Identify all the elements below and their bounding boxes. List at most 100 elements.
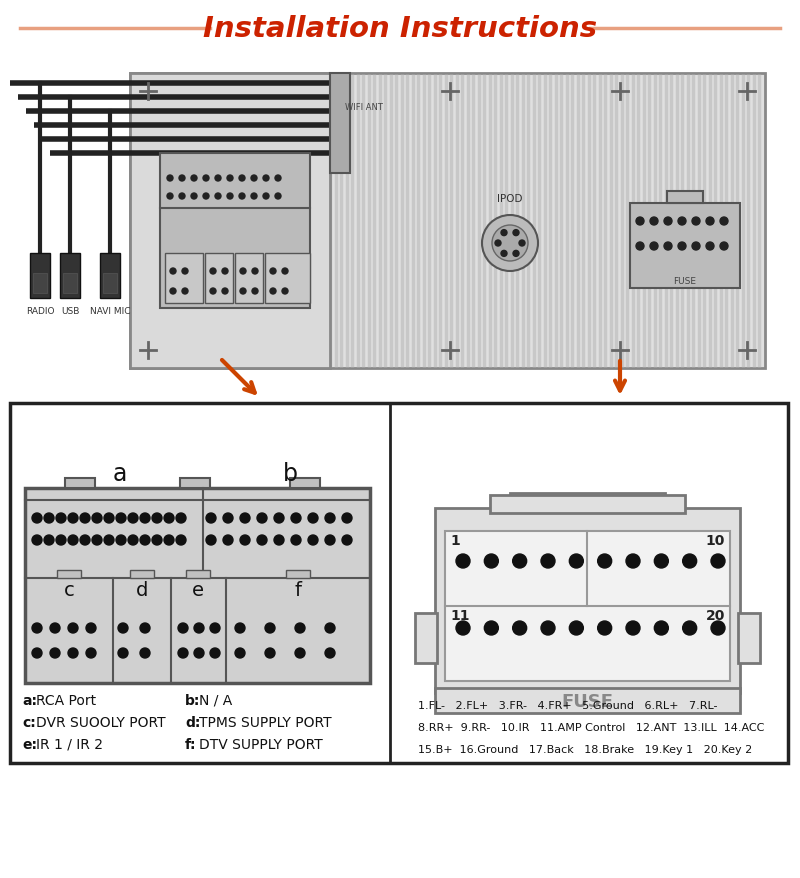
Circle shape	[203, 194, 209, 200]
Circle shape	[282, 289, 288, 295]
Bar	[65, 479, 95, 488]
Circle shape	[239, 194, 245, 200]
Circle shape	[176, 536, 186, 545]
Circle shape	[210, 623, 220, 633]
Circle shape	[492, 226, 528, 262]
Circle shape	[164, 536, 174, 545]
Circle shape	[263, 194, 269, 200]
Circle shape	[68, 536, 78, 545]
Text: 10: 10	[706, 534, 725, 547]
Bar	[330, 74, 350, 174]
Bar	[667, 191, 703, 204]
Circle shape	[325, 648, 335, 658]
Circle shape	[210, 289, 216, 295]
Bar	[57, 571, 81, 579]
Circle shape	[44, 536, 54, 545]
Text: 8.RR+  9.RR-   10.IR   11.AMP Control   12.ANT  13.ILL  14.ACC: 8.RR+ 9.RR- 10.IR 11.AMP Control 12.ANT …	[418, 723, 764, 732]
Circle shape	[295, 648, 305, 658]
Circle shape	[80, 514, 90, 523]
Circle shape	[456, 622, 470, 636]
Text: NAVI MIC: NAVI MIC	[90, 306, 130, 315]
Circle shape	[56, 536, 66, 545]
Circle shape	[706, 242, 714, 251]
Circle shape	[50, 623, 60, 633]
Circle shape	[270, 289, 276, 295]
Circle shape	[513, 622, 526, 636]
Circle shape	[240, 514, 250, 523]
Circle shape	[206, 536, 216, 545]
Circle shape	[598, 554, 612, 568]
Bar	[180, 479, 210, 488]
Circle shape	[251, 194, 257, 200]
Circle shape	[194, 623, 204, 633]
Circle shape	[223, 536, 233, 545]
Circle shape	[252, 289, 258, 295]
Text: 15.B+  16.Ground   17.Back   18.Brake   19.Key 1   20.Key 2: 15.B+ 16.Ground 17.Back 18.Brake 19.Key …	[418, 745, 752, 754]
Circle shape	[152, 514, 162, 523]
Circle shape	[720, 218, 728, 226]
Circle shape	[240, 269, 246, 275]
Text: f: f	[294, 581, 302, 600]
Circle shape	[116, 514, 126, 523]
Circle shape	[178, 623, 188, 633]
Circle shape	[191, 194, 197, 200]
Circle shape	[541, 622, 555, 636]
Circle shape	[295, 623, 305, 633]
Circle shape	[227, 194, 233, 200]
Bar	[30, 254, 50, 299]
Circle shape	[325, 514, 335, 523]
Circle shape	[274, 514, 284, 523]
Circle shape	[179, 176, 185, 182]
Circle shape	[501, 230, 507, 236]
Text: DTV SUPPLY PORT: DTV SUPPLY PORT	[199, 738, 322, 752]
Bar	[103, 274, 117, 293]
Circle shape	[116, 536, 126, 545]
Circle shape	[650, 218, 658, 226]
Circle shape	[86, 648, 96, 658]
Text: e: e	[192, 581, 204, 600]
Bar	[160, 154, 310, 309]
Text: WIFI ANT: WIFI ANT	[345, 103, 383, 112]
Circle shape	[257, 536, 267, 545]
Text: b:: b:	[185, 694, 200, 707]
Circle shape	[263, 176, 269, 182]
Circle shape	[235, 648, 245, 658]
Circle shape	[56, 514, 66, 523]
Circle shape	[682, 554, 697, 568]
Circle shape	[239, 176, 245, 182]
Circle shape	[456, 554, 470, 568]
Text: c: c	[64, 581, 74, 600]
Bar	[130, 74, 330, 369]
Text: 11: 11	[450, 608, 470, 623]
Circle shape	[636, 218, 644, 226]
Text: FUSE: FUSE	[561, 692, 613, 710]
Bar	[130, 74, 765, 369]
Circle shape	[513, 554, 526, 568]
Circle shape	[654, 622, 668, 636]
Circle shape	[191, 176, 197, 182]
Circle shape	[118, 648, 128, 658]
Circle shape	[265, 623, 275, 633]
Circle shape	[210, 648, 220, 658]
Bar	[33, 274, 47, 293]
Circle shape	[636, 242, 644, 251]
Circle shape	[265, 648, 275, 658]
Circle shape	[482, 216, 538, 271]
Bar	[205, 254, 233, 304]
Circle shape	[711, 622, 725, 636]
Circle shape	[128, 536, 138, 545]
Circle shape	[167, 176, 173, 182]
Circle shape	[179, 194, 185, 200]
Circle shape	[140, 648, 150, 658]
Circle shape	[86, 623, 96, 633]
Bar	[510, 493, 665, 508]
Bar	[130, 571, 154, 579]
Bar	[25, 488, 370, 683]
Text: Installation Instructions: Installation Instructions	[203, 15, 597, 43]
Circle shape	[222, 269, 228, 275]
Circle shape	[167, 194, 173, 200]
Bar	[435, 688, 740, 713]
Circle shape	[682, 622, 697, 636]
Text: USB: USB	[61, 306, 79, 315]
Circle shape	[252, 269, 258, 275]
